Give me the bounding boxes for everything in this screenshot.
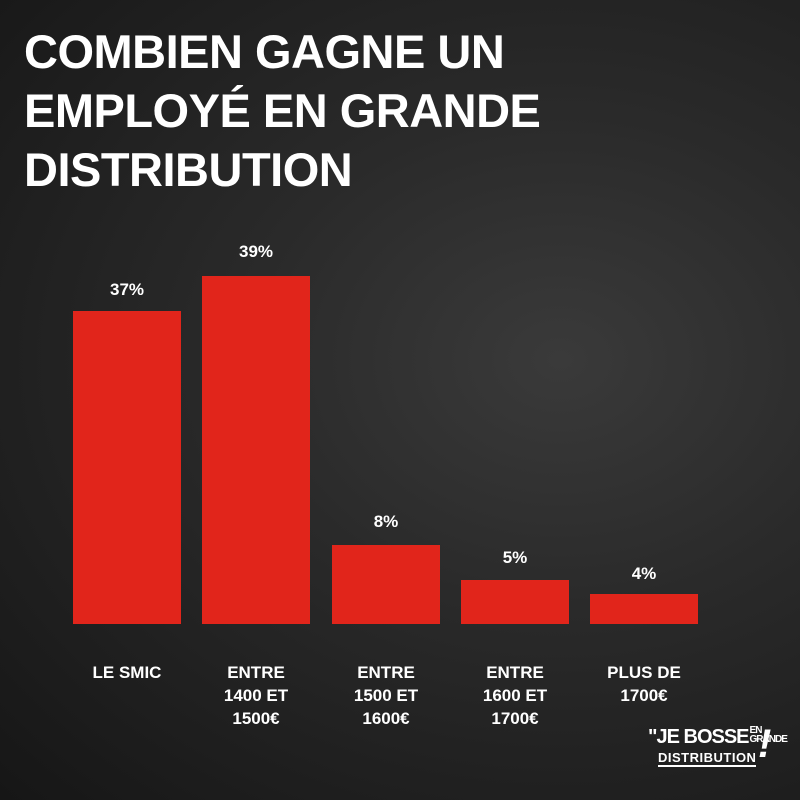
category-line: 1500€: [232, 709, 280, 728]
category-label: PLUS DE 1700€: [584, 661, 704, 707]
title-line-1: COMBIEN GAGNE UN: [24, 25, 505, 78]
logo-grande: GRANDE: [749, 734, 788, 745]
exclamation-icon: !: [758, 722, 772, 766]
category-line: 1600€: [362, 709, 410, 728]
category-line: 1400 ET: [223, 686, 289, 705]
category-label: LE SMIC: [67, 661, 187, 684]
bar-1600-1700: [461, 580, 569, 624]
value-label: 4%: [631, 564, 657, 583]
category-line: 1500 ET: [353, 686, 419, 705]
logo-en: EN: [749, 725, 763, 736]
bar-1400-1500: [202, 276, 310, 624]
category-label: ENTRE 1400 ET 1500€: [196, 661, 316, 730]
logo-small-text: EN GRANDE: [749, 725, 788, 745]
category-line: 1700€: [491, 709, 539, 728]
value-label: 39%: [238, 242, 274, 261]
category-label: ENTRE 1600 ET 1700€: [455, 661, 575, 730]
bar-plus-1700: [590, 594, 698, 624]
category-label: ENTRE 1500 ET 1600€: [326, 661, 446, 730]
brand-logo: "JE BOSSEEN GRANDE DISTRIBUTION !: [648, 722, 788, 776]
chart-title: COMBIEN GAGNE UN EMPLOYÉ EN GRANDE DISTR…: [24, 22, 724, 199]
category-line: ENTRE: [227, 663, 285, 682]
category-line: 1600 ET: [482, 686, 548, 705]
bar-le-smic: [73, 311, 181, 624]
category-line: 1700€: [620, 686, 668, 705]
value-label: 8%: [373, 512, 399, 531]
category-line: PLUS DE: [607, 663, 681, 682]
logo-line-1: "JE BOSSEEN GRANDE: [648, 725, 788, 749]
bar-1500-1600: [332, 545, 440, 624]
category-line: ENTRE: [486, 663, 544, 682]
title-line-2: EMPLOYÉ EN GRANDE: [24, 84, 541, 137]
category-line: ENTRE: [357, 663, 415, 682]
title-line-3: DISTRIBUTION: [24, 143, 353, 196]
value-label: 5%: [502, 548, 528, 567]
value-label: 37%: [109, 280, 145, 299]
category-line: LE SMIC: [92, 663, 162, 682]
logo-text: "JE BOSSE: [648, 726, 750, 748]
logo-line-2: DISTRIBUTION: [658, 750, 757, 767]
